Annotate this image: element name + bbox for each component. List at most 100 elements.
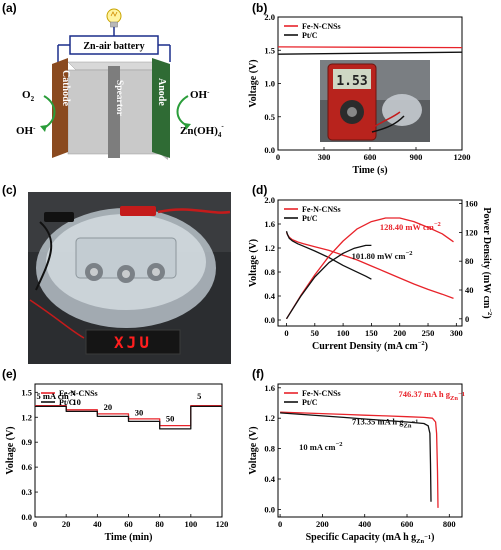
cathode-layer [52, 58, 68, 158]
annotation-f-2-part-0: 10 mA cm [299, 442, 335, 452]
y-axis-label-d: Voltage (V) [248, 239, 259, 287]
y-tick-label-f-3: 1.2 [264, 413, 275, 423]
y-tick-label-e-4: 1.2 [21, 412, 32, 422]
o2-label: O [22, 89, 31, 101]
light-bulb-icon [106, 8, 122, 28]
x-axis-label-e: Time (min) [105, 532, 153, 543]
chart-d: 0 50 100 150 200 250 300 0.0 0.4 0.8 1.2 1.6 2.0 0 40 8… [248, 195, 493, 352]
x-axis-label-f-part-1: Zn [416, 538, 424, 545]
x-axis-label-f: Specific Capacity (mA h gZn−1) [306, 532, 435, 545]
svg-text:OH-: OH- [16, 124, 36, 137]
annotation-f-1-part-1: Zn [404, 422, 412, 429]
x-axis-label-d-part-0: Current Density (mA cm [312, 341, 418, 352]
x-axis-label-d-part-1: −2 [418, 340, 425, 347]
y-tick-label-d-3: 1.2 [264, 243, 275, 253]
x-tick-label-f-3: 600 [401, 519, 414, 529]
series-line-b-1 [277, 51, 463, 55]
x-tick-label-d-5: 250 [422, 328, 435, 338]
x-tick-label-d-6: 300 [450, 328, 463, 338]
step-label-e-2-part-0: 20 [104, 402, 113, 412]
legend-label-f-1: Pt/C [302, 398, 318, 407]
x-tick-label-f-0: 0 [278, 519, 282, 529]
y-axis-label-e: Voltage (V) [5, 426, 16, 474]
y-tick-label-e-2: 0.6 [21, 462, 32, 472]
y-tick-label-b-4: 2.0 [264, 12, 275, 22]
x-tick-label-d-4: 200 [393, 328, 406, 338]
annotation-f-2: 10 mA cm−2 [299, 441, 342, 452]
y-tick-label-d-4: 1.6 [264, 219, 275, 229]
annotation-d-0-part-1: −2 [434, 221, 441, 228]
x-tick-label-e-6: 120 [216, 519, 229, 529]
y2-axis-label-d: Power Density (mW cm−2) [481, 207, 493, 318]
y2-tick-label-d-1: 40 [465, 285, 474, 295]
x-tick-label-d-0: 0 [284, 328, 288, 338]
anode-label: Anode [156, 78, 167, 106]
led-display-text: XJU [114, 333, 152, 352]
x-axis-label-d: Current Density (mA cm−2) [312, 340, 428, 352]
x-axis-label-e-part-0: Time (min) [105, 532, 153, 543]
x-tick-label-e-3: 60 [124, 519, 133, 529]
x-axis-label-b-part-0: Time (s) [352, 165, 387, 176]
y-axis-label-e-part-0: Voltage (V) [5, 426, 16, 474]
y-axis-label-b-part-0: Voltage (V) [248, 59, 259, 107]
annotation-f-2-part-1: −2 [336, 441, 343, 448]
legend-label-e-1: Pt/C [59, 398, 75, 407]
step-label-e-2: 20 [104, 402, 113, 412]
x-axis-label-b: Time (s) [352, 165, 387, 176]
y-tick-label-d-0: 0.0 [264, 315, 275, 325]
panel-label-e: (e) [2, 367, 17, 381]
legend-label-f-0: Fe-N-CNSs [302, 389, 341, 398]
annotation-f-0: 746.37 mA h gZn−1 [399, 389, 465, 402]
svg-text:O2: O2 [22, 89, 35, 103]
cathode-oh-label: OH [16, 125, 34, 137]
separator-label: Speartor [114, 80, 124, 117]
anode-layer [152, 58, 170, 158]
anode-oh-sup: - [207, 88, 210, 96]
device-photo: XJU [28, 192, 231, 364]
y-tick-label-e-1: 0.3 [21, 487, 32, 497]
y-tick-label-d-2: 0.8 [264, 267, 275, 277]
series-line-f-0 [280, 411, 439, 508]
y2-tick-label-d-4: 160 [465, 199, 478, 209]
legend-label-b-1: Pt/C [302, 31, 318, 40]
y-tick-label-b-2: 1.0 [264, 79, 275, 89]
y-tick-label-d-5: 2.0 [264, 195, 275, 205]
x-axis-label-f-part-3: ) [431, 532, 434, 543]
led-display [85, 329, 181, 355]
y2-tick-label-d-0: 0 [465, 314, 469, 324]
y-axis-label-f-part-0: Voltage (V) [248, 426, 259, 474]
anode-oh-label: OH [190, 89, 208, 101]
legend-label-d-1: Pt/C [302, 214, 318, 223]
anode-reaction-arrow [176, 95, 189, 127]
legend-label-b-0: Fe-N-CNSs [302, 22, 341, 31]
x-tick-label-d-1: 50 [311, 328, 320, 338]
x-tick-label-f-4: 800 [443, 519, 456, 529]
y-tick-label-d-1: 0.4 [264, 291, 275, 301]
x-axis-label-d-part-2: ) [425, 341, 428, 352]
annotation-d-0-part-0: 128.40 mW cm [380, 222, 434, 232]
y2-axis-label-d-part-2: ) [481, 315, 492, 318]
annotation-f-1-part-0: 713.35 mA h g [352, 416, 404, 426]
legend-label-e-0: Fe-N-CNSs [59, 389, 98, 398]
plot-frame-d [277, 199, 463, 327]
panel-label-b: (b) [252, 1, 267, 15]
y-tick-label-b-0: 0.0 [264, 145, 275, 155]
plot-frame-f [277, 383, 463, 518]
series-line-d-2 [285, 217, 454, 320]
step-label-e-5-part-0: 5 [197, 391, 201, 401]
annotation-f-0-part-2: −1 [458, 391, 465, 398]
y2-tick-label-d-2: 80 [465, 256, 474, 266]
step-label-e-1: 10 [72, 397, 81, 407]
series-line-b-0 [277, 46, 463, 49]
zn-oh-label: Zn(OH) [180, 125, 218, 137]
annotation-f-0-part-0: 746.37 mA h g [399, 389, 451, 399]
step-label-e-0-part-1: −2 [69, 390, 76, 397]
x-tick-label-e-2: 40 [93, 519, 102, 529]
x-tick-label-b-1: 300 [318, 152, 331, 162]
annotation-f-0-part-1: Zn [450, 395, 458, 402]
annotation-d-1-part-1: −2 [406, 250, 413, 257]
y-tick-label-f-0: 0.0 [264, 504, 275, 514]
step-label-e-0-part-0: 5 mA cm [37, 391, 69, 401]
step-label-e-3: 30 [135, 408, 144, 418]
